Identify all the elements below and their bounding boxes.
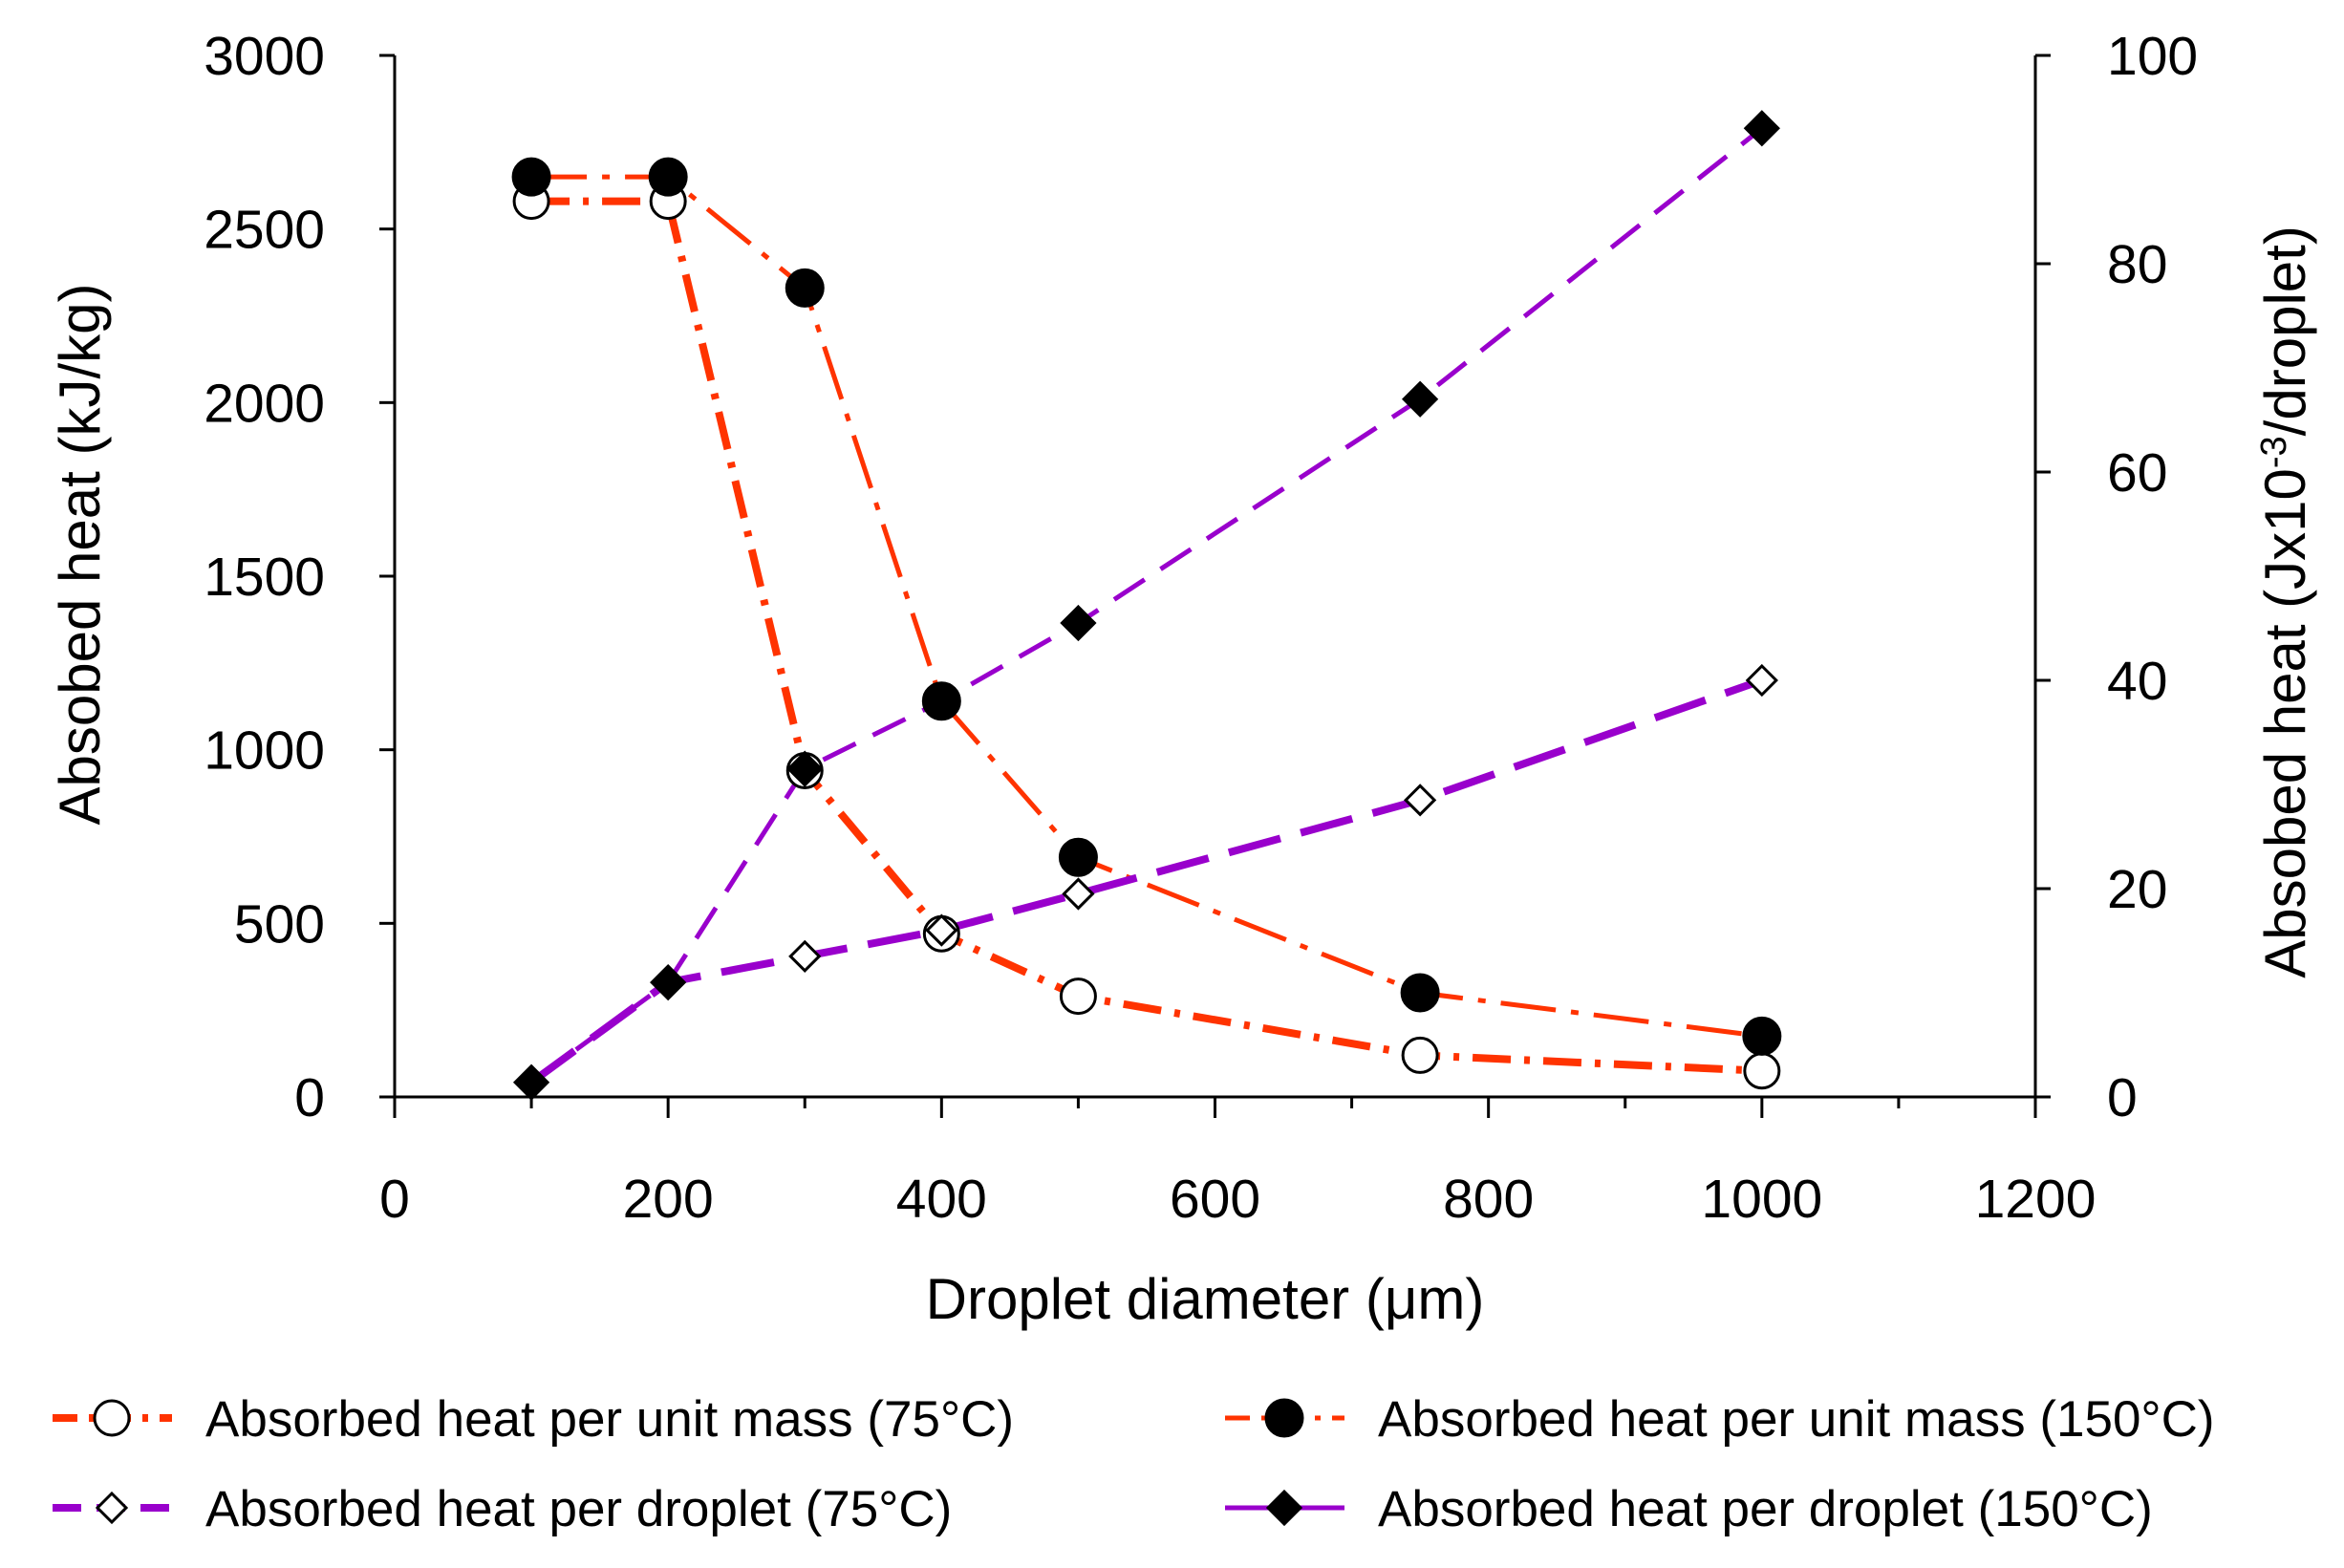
data-point <box>1060 604 1097 642</box>
y-tick-label: 500 <box>234 893 325 955</box>
data-point <box>788 939 822 973</box>
series-2 <box>531 174 1763 1039</box>
legend: Absorbed heat per unit mass (75°C) Absorb… <box>53 1391 2215 1537</box>
data-point <box>1743 1052 1781 1090</box>
data-point <box>1400 973 1440 1013</box>
x-tick-label: 1200 <box>1975 1169 2097 1230</box>
series-1-points <box>512 183 1781 1090</box>
legend-label: Absorbed heat per unit mass (150°C) <box>1378 1391 2215 1448</box>
x-tick-label: 600 <box>1170 1169 1260 1230</box>
data-point <box>1742 1016 1782 1056</box>
legend-swatch-marker <box>1265 1489 1303 1527</box>
y2-tick-label: 0 <box>2107 1067 2138 1128</box>
legend-item-4: Absorbed heat per droplet (150°C) <box>1225 1481 2153 1537</box>
x-axis-title: Droplet diameter (μm) <box>926 1267 1485 1331</box>
data-point <box>1062 877 1095 911</box>
legend-item-2: Absorbed heat per unit mass (150°C) <box>1225 1391 2215 1448</box>
data-point <box>786 750 824 787</box>
data-point <box>1404 784 1437 817</box>
legend-label: Absorbed heat per droplet (75°C) <box>205 1481 952 1537</box>
data-point <box>1401 1036 1439 1074</box>
y-tick-label: 0 <box>294 1067 325 1128</box>
data-point <box>1058 837 1098 877</box>
y2-axis-title-sup: -3 <box>2254 436 2294 468</box>
legend-label: Absorbed heat per droplet (150°C) <box>1378 1481 2153 1537</box>
series-3 <box>528 677 1764 1085</box>
y2-axis-title-prefix: Absobed heat (Jx10 <box>2253 468 2317 978</box>
legend-swatch-marker <box>95 1491 129 1525</box>
y-tick-label: 1500 <box>204 547 325 608</box>
y-tick-label: 1000 <box>204 720 325 782</box>
data-point <box>511 157 551 197</box>
y2-tick-label: 80 <box>2107 234 2167 295</box>
series-4 <box>529 126 1764 1085</box>
y2-tick-label: 100 <box>2107 26 2198 87</box>
series-layer <box>511 110 1782 1101</box>
legend-swatch-marker <box>93 1399 131 1437</box>
data-point <box>923 682 960 720</box>
legend-label: Absorbed heat per unit mass (75°C) <box>205 1391 1014 1448</box>
y-axis-title: Absobed heat (kJ/kg) <box>48 284 112 826</box>
y-tick-label: 2500 <box>204 200 325 261</box>
data-point <box>785 268 825 308</box>
y2-tick-label: 60 <box>2107 442 2167 504</box>
series-1-line <box>531 197 1763 1075</box>
axes-layer: 0 200 400 600 800 1000 12000500100015002000250… <box>204 26 2198 1230</box>
x-tick-label: 200 <box>623 1169 714 1230</box>
data-point <box>1745 663 1778 698</box>
series-3-line <box>528 677 1764 1085</box>
data-point <box>1743 110 1780 147</box>
y2-tick-label: 40 <box>2107 651 2167 712</box>
data-point <box>650 963 687 1001</box>
legend-item-3: Absorbed heat per droplet (75°C) <box>53 1481 952 1537</box>
series-1 <box>531 197 1763 1075</box>
data-point <box>1402 380 1439 418</box>
series-2-points <box>511 157 1782 1056</box>
x-tick-label: 1000 <box>1701 1169 1822 1230</box>
x-tick-label: 800 <box>1443 1169 1534 1230</box>
data-point <box>648 157 688 197</box>
data-point <box>1059 977 1097 1016</box>
x-tick-label: 400 <box>896 1169 987 1230</box>
series-3-points <box>514 663 1778 1099</box>
series-4-line <box>529 126 1764 1085</box>
legend-item-1: Absorbed heat per unit mass (75°C) <box>53 1391 1014 1448</box>
legend-swatch-marker <box>1264 1398 1304 1438</box>
y2-axis-title-suffix: /droplet) <box>2253 226 2317 436</box>
x-tick-label: 0 <box>379 1169 410 1230</box>
y-tick-label: 2000 <box>204 373 325 434</box>
y2-tick-label: 20 <box>2107 859 2167 920</box>
y2-axis-title: Absobed heat (Jx10-3/droplet) <box>2253 226 2317 978</box>
data-point <box>925 913 958 947</box>
y-tick-label: 3000 <box>204 26 325 87</box>
series-2-line <box>531 174 1763 1039</box>
series-4-points <box>512 110 1780 1101</box>
